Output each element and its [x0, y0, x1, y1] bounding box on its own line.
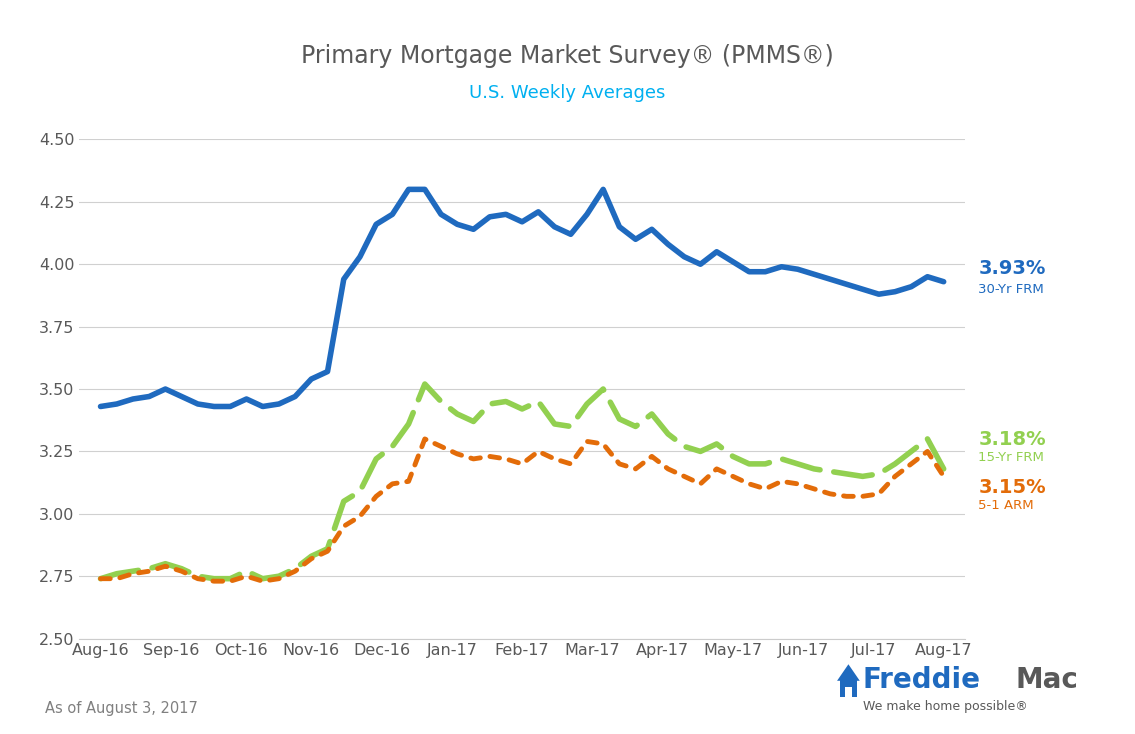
Text: As of August 3, 2017: As of August 3, 2017 — [45, 701, 199, 716]
Bar — [844, 687, 851, 697]
Text: 5-1 ARM: 5-1 ARM — [978, 499, 1034, 512]
Text: 30-Yr FRM: 30-Yr FRM — [978, 283, 1044, 296]
Text: Primary Mortgage Market Survey® (PMMS®): Primary Mortgage Market Survey® (PMMS®) — [301, 44, 834, 68]
Bar — [840, 679, 857, 697]
Text: 3.15%: 3.15% — [978, 478, 1046, 497]
Text: 3.18%: 3.18% — [978, 430, 1046, 449]
Text: 3.93%: 3.93% — [978, 259, 1045, 278]
Text: 15-Yr FRM: 15-Yr FRM — [978, 451, 1044, 465]
Text: Freddie: Freddie — [863, 666, 981, 694]
Text: We make home possible®: We make home possible® — [863, 700, 1027, 713]
Text: U.S. Weekly Averages: U.S. Weekly Averages — [469, 84, 666, 103]
Polygon shape — [838, 664, 860, 681]
Text: Mac: Mac — [1016, 666, 1078, 694]
